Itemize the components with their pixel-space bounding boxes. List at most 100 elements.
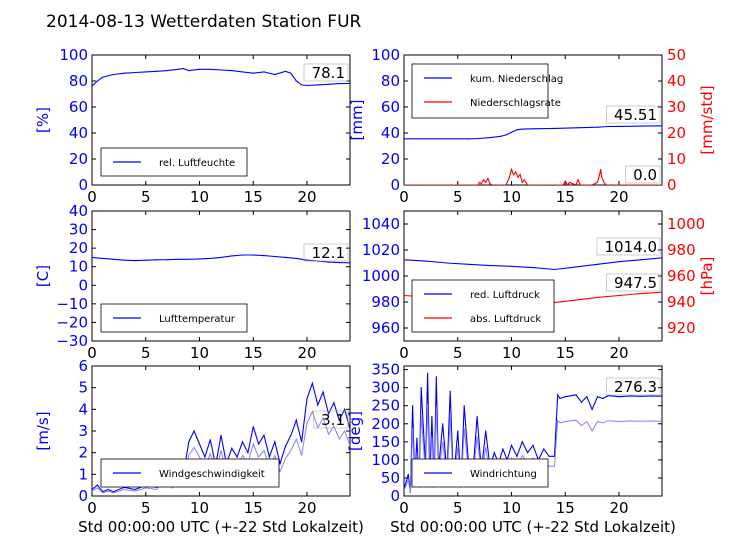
legend-entry: kum. Niederschlag	[470, 74, 563, 85]
data-point	[527, 184, 529, 185]
data-point	[483, 179, 485, 181]
data-point	[155, 70, 158, 72]
x-axis-label-left: Std 00:00:00 UTC (+-22 Std Lokalzeit)	[78, 518, 364, 536]
data-point	[327, 261, 330, 263]
data-point	[317, 404, 319, 406]
data-point	[92, 256, 93, 258]
data-point	[92, 488, 93, 491]
data-point	[247, 452, 249, 454]
data-point	[601, 176, 603, 178]
data-point	[241, 441, 244, 443]
data-point	[596, 126, 599, 128]
x-tick-label: 5	[141, 344, 151, 362]
annotation-value: 45.51	[614, 106, 657, 124]
chart-legend: red. Luftdruck abs. Luftdruck	[411, 279, 555, 333]
y-tick-label: 0	[390, 176, 400, 194]
data-point	[96, 484, 98, 486]
x-tick-label: 20	[297, 344, 316, 362]
y-axis-label: [mm]	[348, 100, 366, 141]
y-tick-label: 100	[371, 46, 400, 64]
chart-panel-4: 0 5 10 15 20 960 980 1000 1020 1040 920 940 960 980 10…	[362, 210, 716, 362]
annotation-value: 3.1	[321, 411, 345, 429]
data-point	[231, 255, 233, 257]
annotation-box	[596, 237, 661, 256]
data-point	[274, 255, 276, 258]
data-point	[661, 395, 662, 397]
data-point	[564, 396, 566, 398]
data-point	[204, 456, 206, 458]
x-tick-label: 10	[502, 499, 521, 517]
x-tick-label: 0	[399, 499, 409, 517]
data-point	[478, 181, 480, 183]
data-point	[527, 452, 529, 454]
data-point	[489, 183, 491, 185]
data-point	[177, 68, 179, 70]
data-point	[134, 488, 136, 491]
y-tick-label: −20	[56, 313, 88, 331]
data-point	[424, 260, 427, 262]
annotation-box	[303, 63, 349, 82]
data-point	[134, 71, 136, 74]
data-point	[404, 259, 405, 261]
y-tick-label: −30	[56, 332, 88, 350]
data-point	[220, 434, 222, 436]
y-tick-label: 80	[69, 72, 88, 90]
data-point	[268, 456, 270, 458]
y-tick-label: −10	[56, 295, 88, 313]
data-point	[487, 177, 489, 180]
data-point	[427, 372, 429, 374]
x-tick-label: 20	[609, 188, 628, 206]
data-point	[523, 179, 526, 181]
data-point	[198, 258, 201, 260]
data-point	[577, 179, 579, 181]
y-tick-label: 1020	[362, 241, 400, 259]
x-tick-label: 20	[297, 188, 316, 206]
data-point	[258, 443, 260, 445]
y2-tick-label: 940	[667, 293, 696, 311]
data-point	[284, 445, 287, 447]
data-point	[600, 168, 602, 170]
data-point	[274, 73, 276, 76]
series-line-2	[404, 167, 662, 185]
data-point	[618, 125, 620, 127]
data-point	[661, 291, 662, 293]
annotation-box	[606, 105, 661, 124]
data-point	[188, 441, 190, 443]
data-point	[599, 174, 601, 176]
data-point	[145, 259, 147, 261]
data-point	[182, 68, 184, 70]
data-point	[586, 396, 588, 398]
data-point	[613, 184, 615, 185]
data-point	[327, 413, 330, 415]
data-point	[112, 258, 115, 260]
x-tick-label: 15	[556, 499, 575, 517]
data-point	[513, 174, 515, 176]
data-point	[661, 257, 662, 259]
data-point	[575, 184, 577, 185]
y-tick-label: 30	[69, 221, 88, 239]
y-tick-label: 960	[371, 319, 400, 337]
data-point	[467, 263, 470, 265]
data-point	[166, 70, 168, 72]
data-point	[489, 137, 491, 139]
data-point	[112, 73, 115, 76]
annotation-box	[313, 410, 349, 429]
data-point	[220, 256, 222, 258]
data-point	[476, 416, 478, 418]
data-point	[650, 395, 652, 397]
data-point	[491, 184, 493, 185]
data-point	[274, 441, 276, 443]
data-point	[639, 259, 642, 261]
x-tick-label: 10	[190, 344, 209, 362]
data-point	[338, 419, 340, 421]
data-point	[112, 491, 115, 493]
x-axis-label-right: Std 00:00:00 UTC (+-22 Std Lokalzeit)	[390, 518, 676, 536]
y2-tick-label: 0	[667, 176, 677, 194]
legend-entry: rel. Luftfeuchte	[159, 158, 235, 169]
y-axis-label: [%]	[34, 107, 52, 133]
data-point	[252, 72, 254, 74]
y-tick-label: 10	[69, 258, 88, 276]
data-point	[566, 184, 568, 185]
y-tick-label: 50	[381, 469, 400, 487]
data-point	[603, 181, 605, 183]
